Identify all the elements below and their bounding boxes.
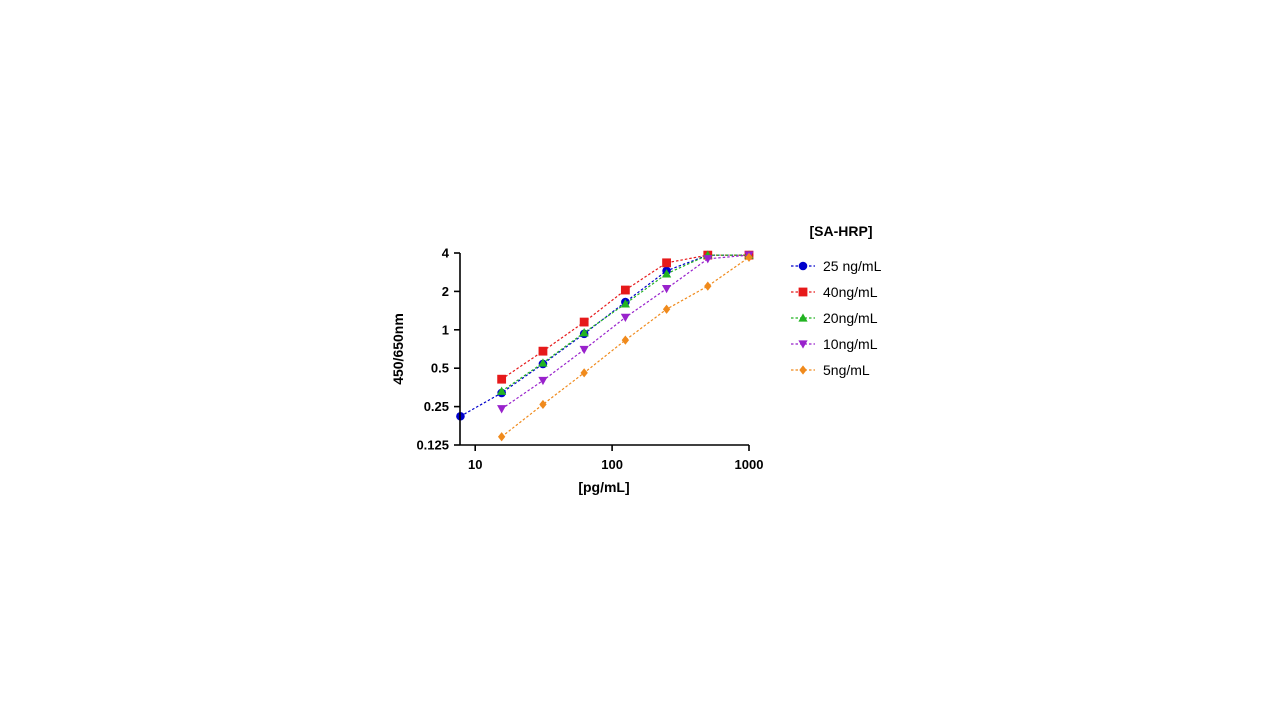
series-10ng-ml bbox=[497, 251, 754, 414]
legend-item: 25 ng/mL bbox=[791, 258, 882, 274]
y-tick-label: 2 bbox=[442, 284, 449, 299]
series-line bbox=[501, 254, 750, 410]
legend-label: 10ng/mL bbox=[823, 336, 878, 352]
y-axis-title: 450/650nm bbox=[390, 313, 406, 385]
x-tick-label: 10 bbox=[468, 457, 482, 472]
legend-label: 25 ng/mL bbox=[823, 258, 882, 274]
legend-label: 5ng/mL bbox=[823, 362, 870, 378]
legend-item: 40ng/mL bbox=[791, 284, 878, 300]
data-point bbox=[538, 358, 548, 367]
data-point bbox=[620, 285, 630, 295]
plot-area bbox=[456, 250, 754, 442]
legend-marker bbox=[798, 287, 808, 297]
series-20ng-ml bbox=[497, 250, 754, 395]
data-point bbox=[579, 328, 589, 337]
legend-marker bbox=[798, 313, 808, 322]
legend-item: 5ng/mL bbox=[791, 362, 870, 378]
data-point bbox=[662, 258, 671, 268]
legend-title: [SA-HRP] bbox=[810, 223, 873, 239]
data-point bbox=[661, 285, 672, 294]
data-point bbox=[661, 269, 672, 278]
axes bbox=[459, 253, 749, 446]
data-point bbox=[538, 376, 548, 386]
data-point bbox=[579, 345, 589, 355]
x-tick-label: 1000 bbox=[735, 457, 764, 472]
legend-marker bbox=[798, 340, 808, 349]
data-point bbox=[703, 255, 713, 264]
data-point bbox=[539, 399, 547, 410]
data-point bbox=[580, 368, 588, 378]
legend-label: 20ng/mL bbox=[823, 310, 878, 326]
y-tick-label: 0.125 bbox=[416, 438, 449, 453]
y-tick-label: 4 bbox=[442, 246, 450, 261]
data-point bbox=[538, 346, 548, 356]
series-line bbox=[501, 254, 749, 392]
data-point bbox=[662, 304, 671, 314]
data-point bbox=[579, 317, 589, 327]
y-tick-label: 0.5 bbox=[431, 361, 449, 376]
legend-marker bbox=[798, 261, 808, 271]
data-point bbox=[497, 405, 507, 414]
legend-label: 40ng/mL bbox=[823, 284, 878, 300]
data-point bbox=[704, 281, 712, 291]
legend: [SA-HRP] 25 ng/mL 40ng/mL 20ng/mL 10ng/mL 5n… bbox=[791, 223, 882, 378]
legend-item: 20ng/mL bbox=[791, 310, 878, 326]
legend-item: 10ng/mL bbox=[791, 336, 878, 352]
series-5ng-ml bbox=[497, 252, 753, 442]
data-point bbox=[620, 313, 630, 323]
legend-marker bbox=[799, 365, 807, 375]
series-25-ng-ml bbox=[456, 250, 754, 421]
y-tick-label: 1 bbox=[442, 322, 449, 337]
data-point bbox=[620, 299, 630, 308]
x-tick-label: 100 bbox=[601, 457, 623, 472]
ticks: 10 100 1000 0.125 0.25 0.5 1 2 4 bbox=[416, 246, 763, 473]
data-point bbox=[497, 386, 507, 395]
y-tick-label: 0.25 bbox=[424, 399, 449, 414]
data-point bbox=[745, 252, 753, 262]
data-point bbox=[621, 335, 630, 345]
x-axis-title: [pg/mL] bbox=[578, 479, 629, 495]
data-point bbox=[497, 432, 506, 442]
data-point bbox=[497, 374, 507, 384]
